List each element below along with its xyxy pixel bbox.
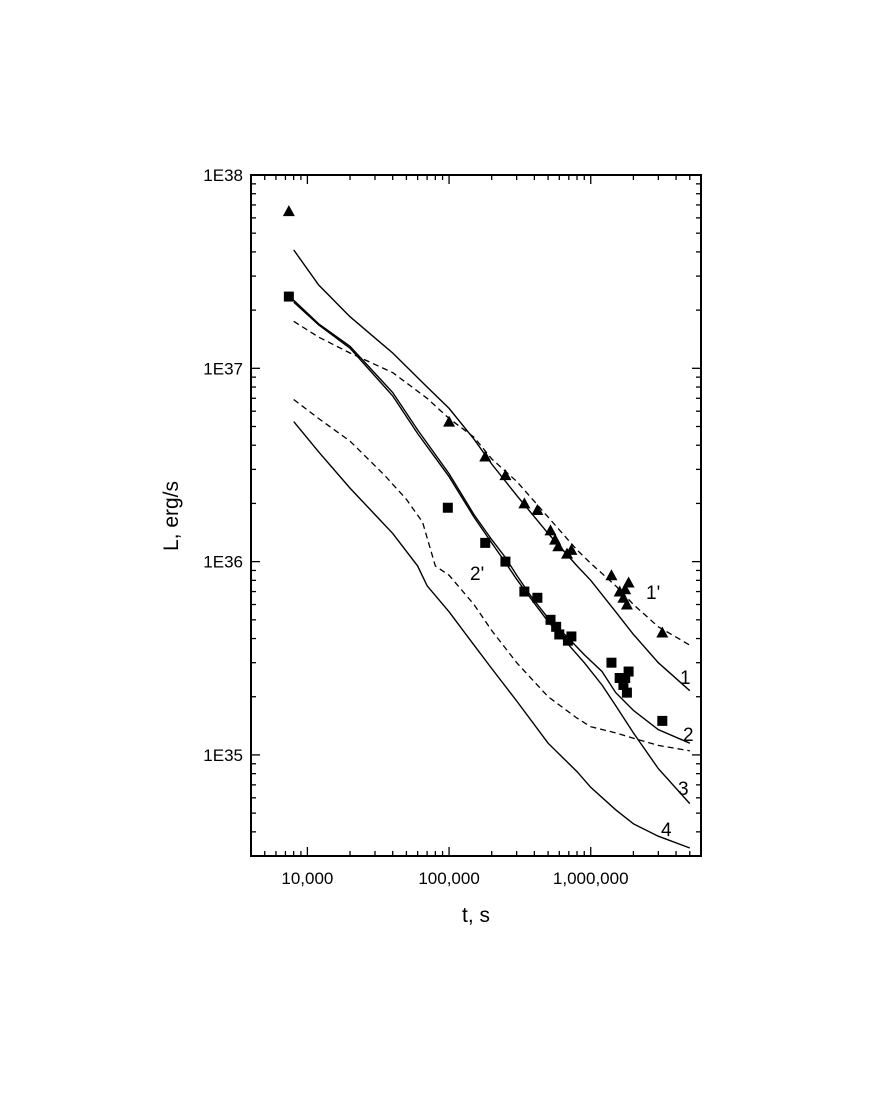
x-tick-label: 10,000 <box>281 869 333 888</box>
square-marker <box>614 672 625 683</box>
triangle-marker <box>518 497 531 509</box>
square-marker <box>545 614 556 625</box>
y-tick-label: 1E38 <box>203 166 243 185</box>
y-tick-label: 1E36 <box>203 553 243 572</box>
curve-label-4: 4 <box>661 820 672 841</box>
y-axis-title: L, erg/s <box>160 481 183 551</box>
triangle-marker <box>499 469 512 481</box>
triangle-marker <box>565 543 578 555</box>
square-marker <box>532 592 543 603</box>
square-marker <box>620 672 631 683</box>
curve-label-1: 1 <box>680 668 691 689</box>
curve-label-2: 2 <box>683 725 694 746</box>
plot-frame <box>250 174 702 857</box>
triangle-marker <box>544 524 557 536</box>
square-marker <box>621 687 632 698</box>
triangle-marker <box>552 540 565 552</box>
curve-label-1-prime: 1' <box>646 583 660 604</box>
x-axis-title: t, s <box>462 904 490 927</box>
triangle-marker <box>605 569 618 581</box>
curve-3 <box>293 301 691 805</box>
x-tick-label: 1,000,000 <box>553 869 629 888</box>
square-marker <box>480 537 491 548</box>
triangle-marker <box>531 503 544 515</box>
axis-layer: 10,000 100,000 1,000,000 1E35 1E36 1E37 1E38 <box>203 166 702 888</box>
x-tick-label: 100,000 <box>418 869 479 888</box>
triangle-marker <box>620 598 633 610</box>
square-marker <box>657 715 668 726</box>
square-marker <box>283 291 294 302</box>
square-marker <box>566 631 577 642</box>
triangle-marker <box>656 626 669 638</box>
plot-layer: 1 2 34 2' 1' <box>282 205 694 849</box>
y-tick-label: 1E35 <box>203 746 243 765</box>
square-marker <box>623 666 634 677</box>
triangle-marker <box>622 576 635 588</box>
square-marker <box>519 586 530 597</box>
curve-2 <box>293 299 691 744</box>
triangle-marker <box>443 415 456 427</box>
square-marker <box>618 679 629 690</box>
square-marker <box>606 657 617 668</box>
curve-2-prime <box>293 398 690 752</box>
square-marker <box>554 629 565 640</box>
triangle-marker <box>282 205 295 217</box>
curve-label-2-prime: 2' <box>470 564 484 585</box>
square-marker <box>551 621 562 632</box>
curve-4 <box>293 421 691 849</box>
triangle-marker <box>479 450 492 462</box>
y-tick-label: 1E37 <box>203 359 243 378</box>
square-marker <box>442 502 453 513</box>
square-marker <box>500 556 511 567</box>
curve-label-3: 3 <box>678 779 689 800</box>
triangle-marker <box>619 583 632 595</box>
